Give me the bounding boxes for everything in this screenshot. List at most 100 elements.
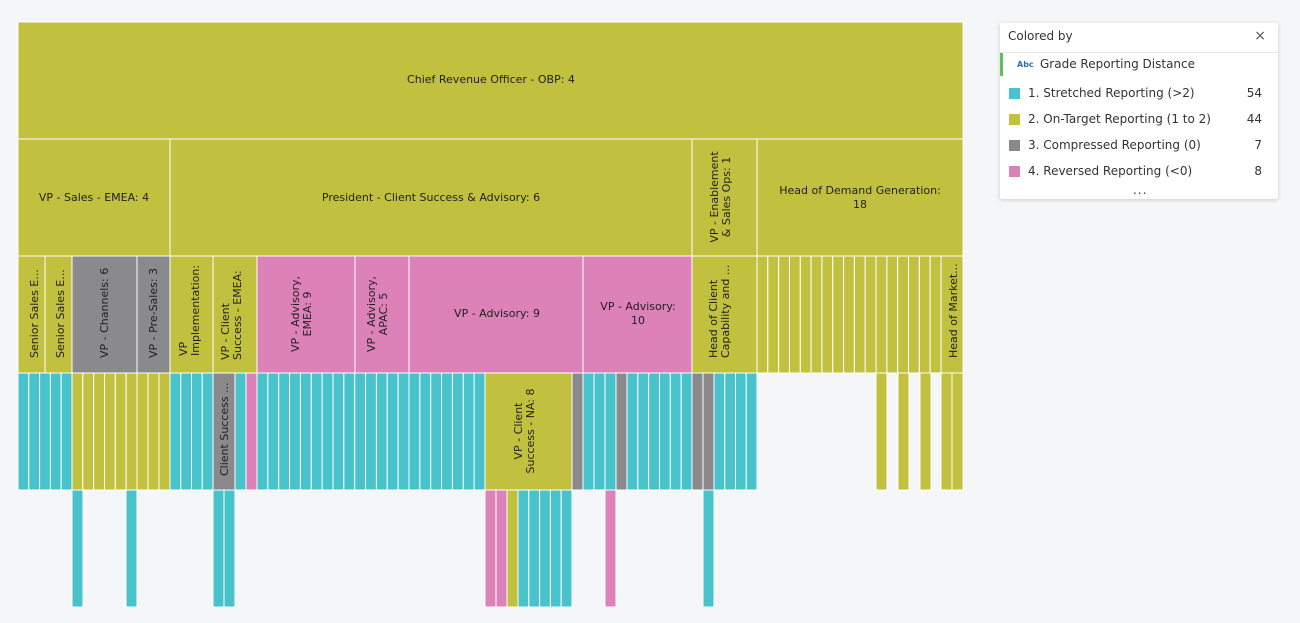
legend-item-stretched[interactable]: 1. Stretched Reporting (>2) 54 bbox=[1000, 84, 1278, 104]
hierarchy-node-leaf[interactable] bbox=[49, 372, 62, 491]
hierarchy-node-demand-gen-report[interactable] bbox=[843, 255, 855, 374]
hierarchy-node-leaf[interactable] bbox=[310, 372, 323, 491]
legend-item-compressed[interactable]: 3. Compressed Reporting (0) 7 bbox=[1000, 136, 1278, 156]
hierarchy-node-leaf[interactable] bbox=[375, 372, 388, 491]
node-label-vp-advisory-emea[interactable]: VP - Advisory,EMEA: 9 bbox=[289, 276, 314, 352]
node-label-head-market[interactable]: Head of Market... bbox=[947, 263, 960, 358]
hierarchy-node-leaf[interactable] bbox=[702, 372, 715, 491]
node-label-cro[interactable]: Chief Revenue Officer - OBP: 4 bbox=[407, 73, 575, 86]
node-label-vp-client-success-na[interactable]: VP - ClientSuccess - NA: 8 bbox=[512, 388, 537, 473]
hierarchy-node-president-client-success[interactable] bbox=[169, 138, 693, 257]
hierarchy-node-demand-gen-report[interactable] bbox=[908, 255, 920, 374]
hierarchy-node-leaf[interactable] bbox=[136, 372, 149, 491]
hierarchy-node-leaf[interactable] bbox=[234, 372, 247, 491]
node-label-vp-advisory-9[interactable]: VP - Advisory: 9 bbox=[454, 307, 540, 320]
hierarchy-node-leaf[interactable] bbox=[484, 489, 497, 608]
hierarchy-node-leaf[interactable] bbox=[593, 372, 606, 491]
hierarchy-node-leaf[interactable] bbox=[332, 372, 345, 491]
node-label-vp-client-success-emea[interactable]: VP - ClientSuccess - EMEA: bbox=[219, 270, 244, 360]
hierarchy-node-leaf[interactable] bbox=[680, 372, 693, 491]
node-label-vp-sales-emea[interactable]: VP - Sales - EMEA: 4 bbox=[39, 191, 149, 204]
hierarchy-node-leaf[interactable] bbox=[940, 372, 953, 491]
hierarchy-node-demand-gen-report[interactable] bbox=[799, 255, 812, 374]
hierarchy-node-leaf[interactable] bbox=[549, 489, 562, 608]
hierarchy-node-leaf[interactable] bbox=[169, 372, 182, 491]
hierarchy-node-leaf[interactable] bbox=[212, 489, 225, 608]
node-label-vp-enablement[interactable]: VP - Enablement& Sales Ops: 1 bbox=[708, 151, 733, 243]
hierarchy-node-senior-sales-1[interactable] bbox=[17, 255, 46, 374]
node-label-client-success[interactable]: Client Success ... bbox=[218, 382, 231, 476]
hierarchy-node-leaf[interactable] bbox=[354, 372, 367, 491]
hierarchy-node-leaf[interactable] bbox=[669, 372, 682, 491]
hierarchy-node-demand-gen-report[interactable] bbox=[897, 255, 910, 374]
hierarchy-node-leaf[interactable] bbox=[125, 489, 138, 608]
hierarchy-node-leaf[interactable] bbox=[517, 489, 530, 608]
hierarchy-node-leaf[interactable] bbox=[637, 372, 650, 491]
hierarchy-node-leaf[interactable] bbox=[343, 372, 356, 491]
hierarchy-node-leaf[interactable] bbox=[702, 489, 715, 608]
hierarchy-node-demand-gen-report[interactable] bbox=[918, 255, 931, 374]
hierarchy-node-demand-gen-report[interactable] bbox=[832, 255, 845, 374]
hierarchy-node-demand-gen-report[interactable] bbox=[821, 255, 834, 374]
hierarchy-node-leaf[interactable] bbox=[245, 372, 258, 491]
legend-item-on-target[interactable]: 2. On-Target Reporting (1 to 2) 44 bbox=[1000, 110, 1278, 130]
hierarchy-node-leaf[interactable] bbox=[158, 372, 171, 491]
node-label-vp-advisory-apac[interactable]: VP - Advisory,APAC: 5 bbox=[365, 276, 390, 352]
hierarchy-node-demand-gen-report[interactable] bbox=[853, 255, 866, 374]
hierarchy-node-leaf[interactable] bbox=[386, 372, 399, 491]
node-label-head-demand-gen[interactable]: Head of Demand Generation: 18 bbox=[779, 184, 941, 211]
node-label-senior-sales-2[interactable]: Senior Sales E... bbox=[54, 269, 67, 358]
hierarchy-node-leaf[interactable] bbox=[201, 372, 214, 491]
close-icon[interactable]: × bbox=[1254, 28, 1266, 44]
hierarchy-node-leaf[interactable] bbox=[560, 489, 573, 608]
node-label-vp-implementation[interactable]: VPImplementation: bbox=[177, 265, 202, 356]
legend-field[interactable]: Abc Grade Reporting Distance bbox=[1000, 53, 1278, 76]
hierarchy-node-leaf[interactable] bbox=[39, 372, 51, 491]
hierarchy-node-head-client-capability[interactable] bbox=[691, 255, 758, 374]
hierarchy-node-leaf[interactable] bbox=[659, 372, 671, 491]
hierarchy-node-leaf[interactable] bbox=[256, 372, 269, 491]
node-label-head-client-capability[interactable]: Head of ClientCapability and ... bbox=[707, 265, 732, 358]
hierarchy-node-leaf[interactable] bbox=[93, 372, 105, 491]
hierarchy-node-leaf[interactable] bbox=[506, 489, 519, 608]
hierarchy-node-leaf[interactable] bbox=[604, 489, 617, 608]
hierarchy-node-vp-advisory-10[interactable] bbox=[582, 255, 693, 374]
hierarchy-node-leaf[interactable] bbox=[267, 372, 280, 491]
hierarchy-node-demand-gen-report[interactable] bbox=[767, 255, 780, 374]
hierarchy-node-leaf[interactable] bbox=[604, 372, 617, 491]
hierarchy-node-leaf[interactable] bbox=[539, 489, 551, 608]
hierarchy-node-leaf[interactable] bbox=[919, 372, 932, 491]
hierarchy-node-leaf[interactable] bbox=[28, 372, 41, 491]
hierarchy-node-leaf[interactable] bbox=[299, 372, 312, 491]
hierarchy-node-leaf[interactable] bbox=[114, 372, 127, 491]
hierarchy-node-leaf[interactable] bbox=[875, 372, 888, 491]
hierarchy-node-leaf[interactable] bbox=[17, 372, 30, 491]
hierarchy-node-demand-gen-report[interactable] bbox=[886, 255, 899, 374]
hierarchy-node-leaf[interactable] bbox=[441, 372, 453, 491]
hierarchy-node-leaf[interactable] bbox=[691, 372, 704, 491]
hierarchy-node-vp-advisory-emea[interactable] bbox=[256, 255, 356, 374]
hierarchy-node-demand-gen-report[interactable] bbox=[810, 255, 823, 374]
hierarchy-node-leaf[interactable] bbox=[125, 372, 138, 491]
hierarchy-node-leaf[interactable] bbox=[71, 489, 84, 608]
hierarchy-node-leaf[interactable] bbox=[451, 372, 464, 491]
hierarchy-node-demand-gen-report[interactable] bbox=[788, 255, 801, 374]
node-label-senior-sales-1[interactable]: Senior Sales E... bbox=[28, 269, 41, 358]
hierarchy-node-leaf[interactable] bbox=[408, 372, 421, 491]
hierarchy-node-leaf[interactable] bbox=[495, 489, 508, 608]
hierarchy-node-leaf[interactable] bbox=[430, 372, 443, 491]
hierarchy-node-leaf[interactable] bbox=[648, 372, 661, 491]
hierarchy-node-leaf[interactable] bbox=[71, 372, 84, 491]
hierarchy-node-demand-gen-report[interactable] bbox=[864, 255, 877, 374]
hierarchy-node-leaf[interactable] bbox=[473, 372, 486, 491]
node-label-president-client-success[interactable]: President - Client Success & Advisory: 6 bbox=[322, 191, 540, 204]
hierarchy-node-vp-advisory-9[interactable] bbox=[408, 255, 584, 374]
hierarchy-node-leaf[interactable] bbox=[735, 372, 747, 491]
hierarchy-node-leaf[interactable] bbox=[462, 372, 475, 491]
hierarchy-node-leaf[interactable] bbox=[278, 372, 291, 491]
hierarchy-node-leaf[interactable] bbox=[365, 372, 377, 491]
hierarchy-node-leaf[interactable] bbox=[82, 372, 95, 491]
hierarchy-node-leaf[interactable] bbox=[223, 489, 236, 608]
hierarchy-node-vp-sales-emea[interactable] bbox=[17, 138, 171, 257]
hierarchy-node-leaf[interactable] bbox=[724, 372, 736, 491]
